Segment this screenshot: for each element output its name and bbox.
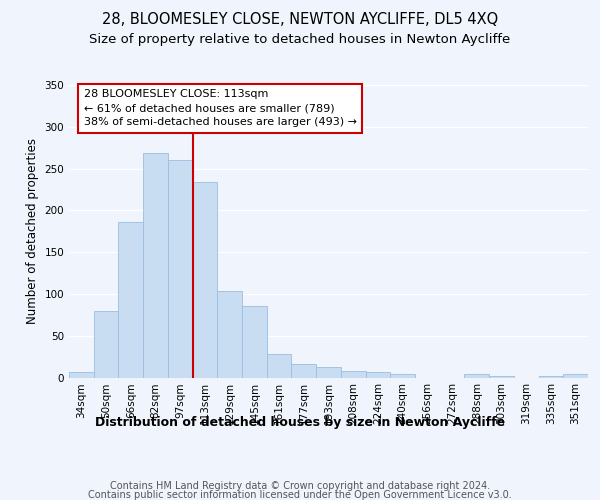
Text: Contains HM Land Registry data © Crown copyright and database right 2024.: Contains HM Land Registry data © Crown c…	[110, 481, 490, 491]
Bar	[94, 310, 118, 378]
Text: Contains public sector information licensed under the Open Government Licence v3: Contains public sector information licen…	[88, 490, 512, 500]
Y-axis label: Number of detached properties: Number of detached properties	[26, 138, 39, 324]
Bar	[242, 306, 267, 378]
Bar	[316, 366, 341, 378]
Text: 28, BLOOMESLEY CLOSE, NEWTON AYCLIFFE, DL5 4XQ: 28, BLOOMESLEY CLOSE, NEWTON AYCLIFFE, D…	[102, 12, 498, 28]
Bar	[390, 374, 415, 378]
Text: Distribution of detached houses by size in Newton Aycliffe: Distribution of detached houses by size …	[95, 416, 505, 429]
Bar	[489, 376, 514, 378]
Bar	[292, 364, 316, 378]
Bar	[69, 372, 94, 378]
Text: Size of property relative to detached houses in Newton Aycliffe: Size of property relative to detached ho…	[89, 32, 511, 46]
Bar	[217, 290, 242, 378]
Bar	[118, 222, 143, 378]
Bar	[464, 374, 489, 378]
Bar	[563, 374, 588, 378]
Text: 28 BLOOMESLEY CLOSE: 113sqm
← 61% of detached houses are smaller (789)
38% of se: 28 BLOOMESLEY CLOSE: 113sqm ← 61% of det…	[84, 89, 357, 127]
Bar	[193, 182, 217, 378]
Bar	[267, 354, 292, 378]
Bar	[143, 152, 168, 378]
Bar	[539, 376, 563, 378]
Bar	[341, 371, 365, 378]
Bar	[168, 160, 193, 378]
Bar	[365, 372, 390, 378]
